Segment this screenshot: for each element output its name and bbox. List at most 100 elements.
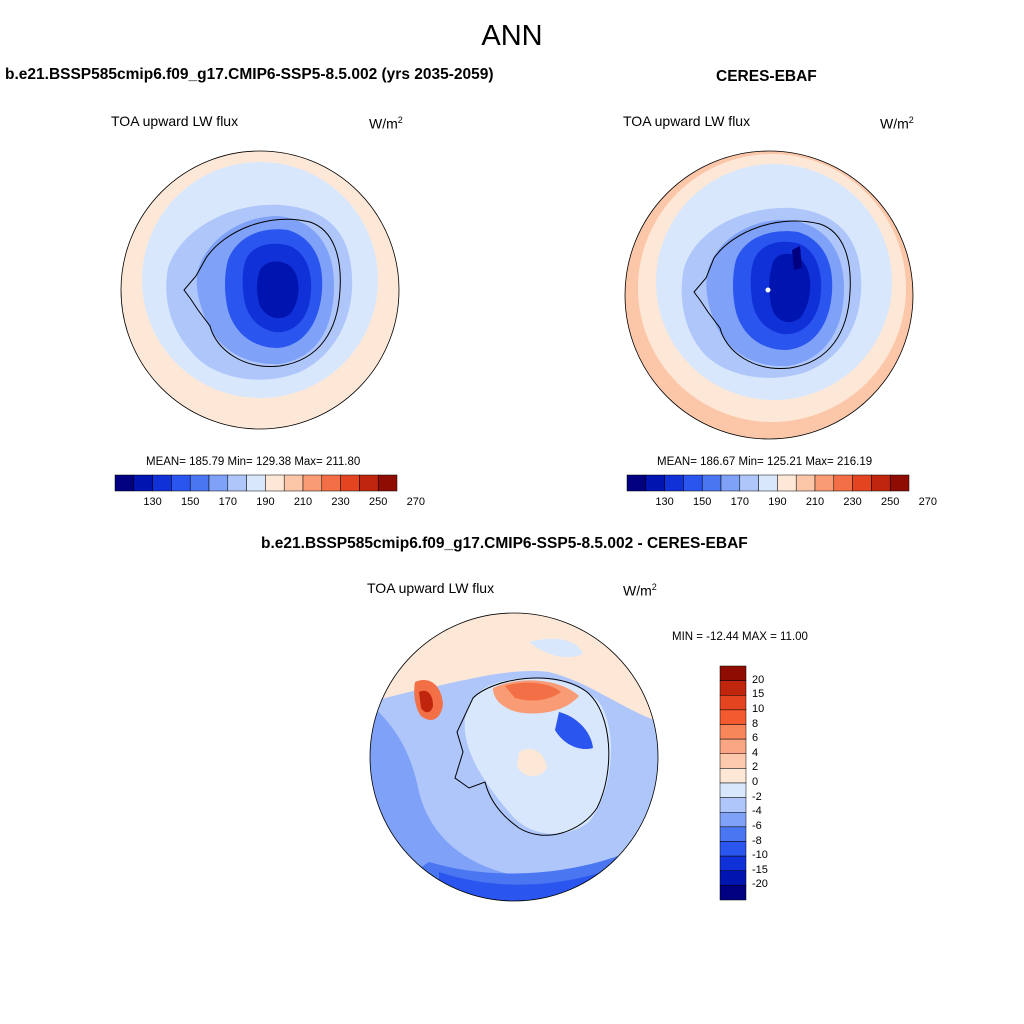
colorbar-tick-label: 10 bbox=[752, 702, 765, 715]
colorbar-swatch bbox=[719, 768, 747, 784]
obs-colorbar bbox=[626, 474, 910, 492]
colorbar-tick-label: 8 bbox=[752, 717, 759, 730]
colorbar-swatch bbox=[114, 474, 135, 492]
missing-data-pole bbox=[765, 287, 771, 293]
colorbar-tick-label: -15 bbox=[752, 863, 768, 876]
colorbar-swatch bbox=[171, 474, 191, 492]
colorbar-tick-label: 250 bbox=[881, 496, 900, 508]
diff-polar-map bbox=[369, 612, 659, 902]
colorbar-swatch bbox=[152, 474, 172, 492]
colorbar-swatch bbox=[719, 870, 747, 886]
colorbar-tick-label: 130 bbox=[655, 496, 674, 508]
colorbar-swatch bbox=[719, 695, 747, 711]
model-units-label: W/m2 bbox=[369, 115, 403, 132]
plateau-minimum bbox=[792, 246, 802, 270]
continent-positive-core bbox=[505, 682, 561, 701]
colorbar-tick-label: -4 bbox=[752, 805, 762, 818]
model-panel-title: b.e21.BSSP585cmip6.f09_g17.CMIP6-SSP5-8.… bbox=[5, 66, 494, 83]
colorbar-swatch bbox=[189, 474, 210, 492]
diff-stats: MIN = -12.44 MAX = 11.00 bbox=[672, 631, 808, 643]
diff-colorbar bbox=[719, 665, 747, 901]
continent-negative-east bbox=[555, 712, 593, 750]
colorbar-swatch bbox=[645, 474, 665, 492]
colorbar-swatch bbox=[719, 841, 747, 857]
colorbar-swatch bbox=[795, 474, 816, 492]
colorbar-swatch bbox=[852, 474, 872, 492]
colorbar-tick-label: 210 bbox=[293, 496, 313, 508]
ocean-small-negative bbox=[529, 638, 583, 658]
obs-units-label: W/m2 bbox=[880, 115, 914, 132]
colorbar-swatch bbox=[719, 826, 747, 842]
ocean-slight-positive bbox=[370, 613, 658, 722]
obs-polar-map bbox=[624, 150, 914, 440]
model-colorbar bbox=[114, 474, 398, 492]
colorbar-swatch bbox=[814, 474, 835, 492]
colorbar-swatch bbox=[265, 474, 285, 492]
colorbar-tick-label: 0 bbox=[752, 776, 759, 788]
colorbar-tick-label: -2 bbox=[752, 790, 762, 803]
colorbar-swatch bbox=[758, 474, 778, 492]
map-border bbox=[624, 150, 914, 440]
model-polar-map bbox=[120, 150, 400, 430]
antarctica-coastline bbox=[454, 677, 610, 836]
colorbar-swatch bbox=[720, 474, 741, 492]
colorbar-swatch bbox=[777, 474, 797, 492]
plateau-core bbox=[257, 261, 299, 319]
diff-units-label: W/m2 bbox=[623, 582, 657, 599]
diff-panel-title: b.e21.BSSP585cmip6.f09_g17.CMIP6-SSP5-8.… bbox=[261, 535, 748, 552]
colorbar-tick-label: 190 bbox=[256, 496, 275, 508]
diff-variable-label: TOA upward LW flux bbox=[367, 580, 495, 596]
colorbar-tick-label: 190 bbox=[768, 496, 787, 508]
colorbar-swatch bbox=[871, 474, 891, 492]
colorbar-swatch bbox=[739, 474, 759, 492]
model-variable-label: TOA upward LW flux bbox=[111, 113, 239, 129]
colorbar-swatch bbox=[626, 474, 647, 492]
colorbar-tick-label: 4 bbox=[752, 746, 759, 759]
colorbar-swatch bbox=[719, 885, 747, 901]
colorbar-tick-label: -20 bbox=[752, 878, 768, 891]
colorbar-tick-label: 2 bbox=[752, 761, 759, 774]
colorbar-swatch bbox=[208, 474, 229, 492]
continent-pole-region bbox=[517, 748, 547, 777]
colorbar-swatch bbox=[719, 797, 747, 813]
obs-stats: MEAN= 186.67 Min= 125.21 Max= 216.19 bbox=[657, 456, 873, 468]
colorbar-swatch bbox=[719, 665, 747, 681]
colorbar-swatch bbox=[719, 782, 747, 798]
colorbar-swatch bbox=[227, 474, 247, 492]
colorbar-swatch bbox=[377, 474, 398, 492]
colorbar-swatch bbox=[133, 474, 153, 492]
colorbar-tick-label: 230 bbox=[331, 496, 350, 508]
plateau-core bbox=[769, 253, 811, 323]
model-stats: MEAN= 185.79 Min= 129.38 Max= 211.80 bbox=[146, 456, 361, 468]
colorbar-tick-label: 270 bbox=[918, 496, 937, 508]
colorbar-swatch bbox=[340, 474, 360, 492]
colorbar-tick-label: 150 bbox=[693, 496, 712, 508]
colorbar-swatch bbox=[719, 680, 747, 696]
colorbar-tick-label: 250 bbox=[369, 496, 388, 508]
colorbar-swatch bbox=[719, 724, 747, 740]
colorbar-swatch bbox=[359, 474, 379, 492]
colorbar-tick-label: -10 bbox=[752, 849, 768, 862]
colorbar-swatch bbox=[833, 474, 853, 492]
colorbar-tick-label: -6 bbox=[752, 819, 762, 832]
colorbar-tick-label: 6 bbox=[752, 732, 759, 745]
obs-panel-title: CERES-EBAF bbox=[716, 68, 817, 85]
colorbar-swatch bbox=[719, 812, 747, 828]
colorbar-tick-label: 15 bbox=[752, 688, 765, 701]
colorbar-swatch bbox=[719, 753, 747, 769]
colorbar-swatch bbox=[321, 474, 341, 492]
colorbar-tick-label: 170 bbox=[730, 496, 749, 508]
colorbar-tick-label: 130 bbox=[143, 496, 162, 508]
colorbar-swatch bbox=[701, 474, 722, 492]
colorbar-tick-label: 150 bbox=[181, 496, 200, 508]
colorbar-tick-label: 210 bbox=[805, 496, 825, 508]
obs-variable-label: TOA upward LW flux bbox=[623, 113, 751, 129]
colorbar-swatch bbox=[283, 474, 304, 492]
colorbar-swatch bbox=[683, 474, 703, 492]
colorbar-swatch bbox=[664, 474, 684, 492]
map-border bbox=[369, 612, 659, 902]
colorbar-swatch bbox=[719, 738, 747, 754]
colorbar-tick-label: -8 bbox=[752, 834, 762, 847]
map-border bbox=[120, 150, 400, 430]
colorbar-swatch bbox=[302, 474, 323, 492]
